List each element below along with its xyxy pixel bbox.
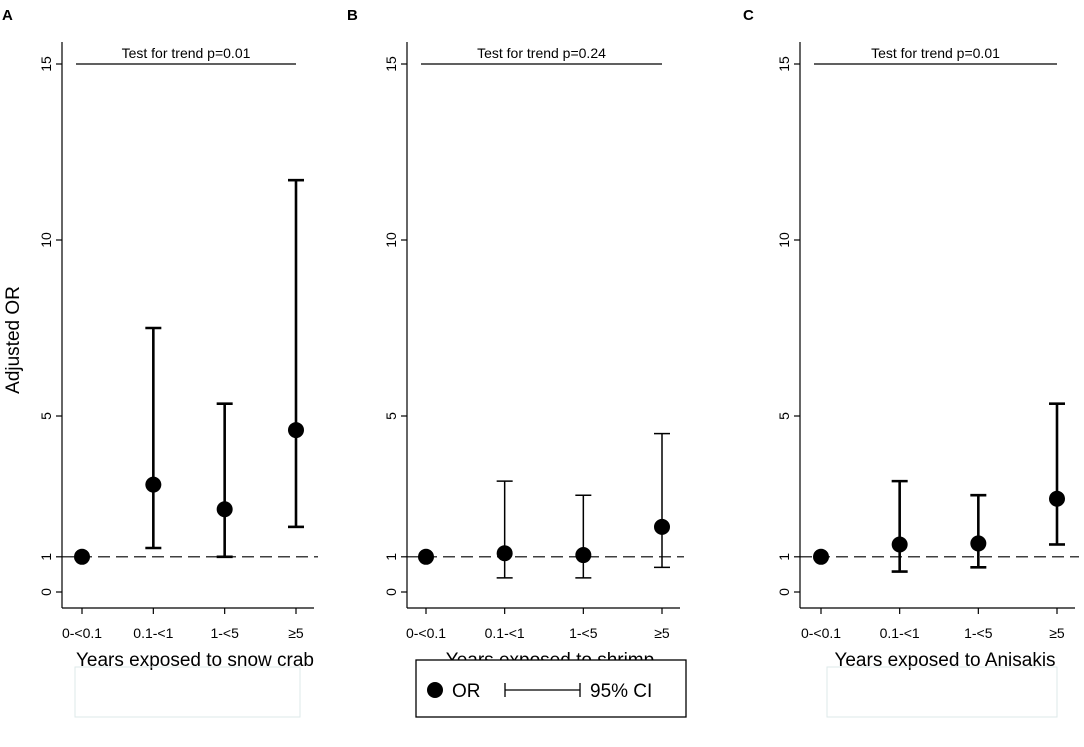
panel-b-y-tick-label: 0: [383, 588, 399, 596]
panel-a-or-point: [216, 501, 233, 518]
panel-c-y-tick-label: 5: [776, 412, 792, 420]
legend-ci-symbol: [504, 683, 581, 697]
legend: OR 95% CI: [415, 659, 687, 718]
panel-c-y-tick-label: 15: [776, 56, 792, 72]
panel-c-or-point: [1049, 490, 1065, 507]
panel-c-x-tick-label: 0-<0.1: [801, 625, 841, 641]
legend-or-marker: [427, 682, 443, 698]
panel-b-or-point: [575, 547, 592, 564]
panel-b-y-tick-label: 5: [383, 412, 399, 420]
legend-placeholder-right: [826, 666, 1058, 718]
panel-b-y-tick-label: 10: [383, 232, 399, 248]
panel-a-x-tick-label: 0.1-<1: [133, 625, 173, 641]
legend-ci-label: 95% CI: [590, 681, 652, 702]
panel-b-x-tick-label: 0-<0.1: [406, 625, 446, 641]
panel-a-y-tick-label: 10: [38, 232, 54, 248]
legend-box: [415, 659, 687, 718]
panel-c-y-tick-label: 0: [776, 588, 792, 596]
panel-a-y-tick-label: 5: [38, 412, 54, 420]
panel-c-or-point: [891, 536, 908, 553]
panel-b-trend-label: Test for trend p=0.24: [477, 45, 606, 61]
panel-c-y-tick-label: 10: [776, 232, 792, 248]
panel-c-x-axis-title: Years exposed to Anisakis: [834, 650, 1055, 671]
panel-a-trend-label: Test for trend p=0.01: [122, 45, 251, 61]
panel-b-x-tick-label: ≥5: [654, 625, 670, 641]
panel-c-or-point: [970, 535, 987, 552]
legend-or-label: OR: [452, 681, 481, 702]
panel-a-letter: A: [2, 7, 13, 24]
panel-a-x-tick-label: ≥5: [288, 625, 304, 641]
panel-c-x-tick-label: 0.1-<1: [880, 625, 920, 641]
panel-b-y-tick-label: 15: [383, 56, 399, 72]
panel-a-or-point: [288, 422, 304, 439]
panel-b-y-tick-label: 1: [383, 553, 399, 561]
panel-b-or-point: [496, 545, 513, 562]
panel-a-x-tick-label: 1-<5: [210, 625, 239, 641]
panel-a-y-tick-label: 1: [38, 553, 54, 561]
panel-c-x-tick-label: 1-<5: [964, 625, 993, 641]
panel-a-y-tick-label: 15: [38, 56, 54, 72]
panel-a-or-point: [145, 476, 162, 493]
panel-c-y-tick-label: 1: [776, 553, 792, 561]
panel-c-letter: C: [743, 7, 754, 24]
panel-a-x-tick-label: 0-<0.1: [62, 625, 102, 641]
legend-placeholder-left: [74, 666, 301, 718]
panel-b-x-tick-label: 1-<5: [569, 625, 598, 641]
panel-a-x-axis-title: Years exposed to snow crab: [76, 650, 314, 671]
y-axis-title: Adjusted OR: [3, 286, 24, 394]
panel-c-x-tick-label: ≥5: [1049, 625, 1065, 641]
panel-c-trend-label: Test for trend p=0.01: [871, 45, 1000, 61]
panel-a-or-point: [74, 548, 90, 565]
panel-b-or-point: [654, 518, 670, 535]
panel-b-x-tick-label: 0.1-<1: [485, 625, 525, 641]
panel-c-or-point: [813, 548, 829, 565]
panel-b-or-point: [418, 548, 434, 565]
panel-a-y-tick-label: 0: [38, 588, 54, 596]
panel-b-letter: B: [347, 7, 358, 24]
